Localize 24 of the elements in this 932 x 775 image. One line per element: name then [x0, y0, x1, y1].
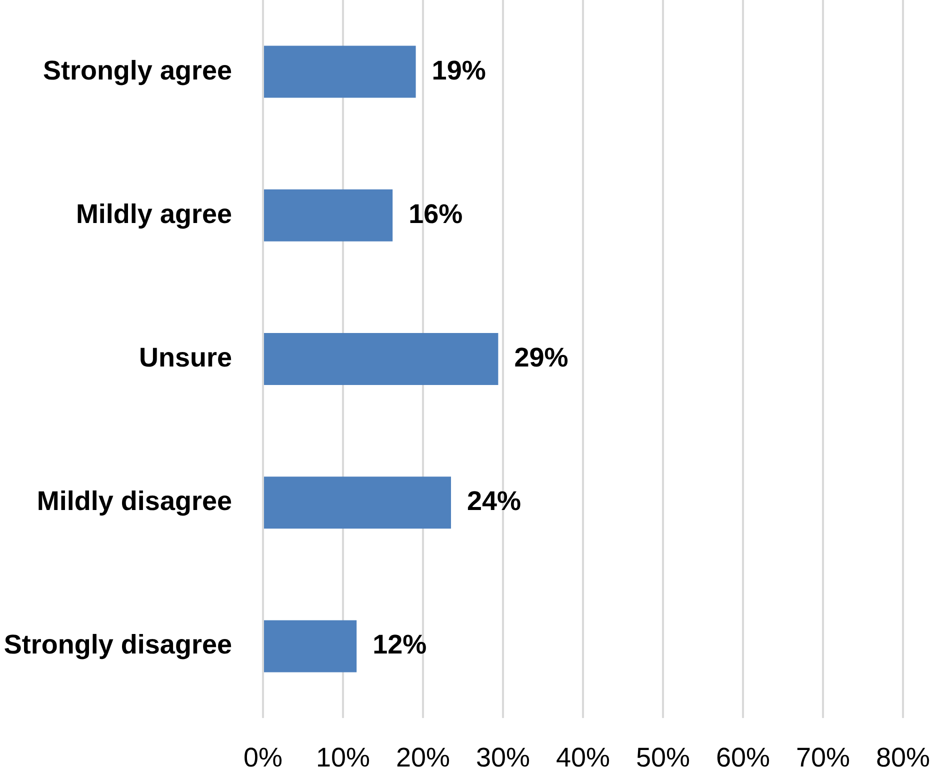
data-label: 16%	[408, 198, 463, 229]
bar	[264, 46, 416, 98]
x-tick-label: 10%	[316, 742, 370, 773]
data-label: 24%	[467, 486, 522, 516]
bar	[264, 189, 393, 242]
x-tick-label: 30%	[476, 742, 530, 773]
bar	[264, 333, 498, 385]
y-tick-label: Mildly agree	[76, 198, 232, 229]
bar	[264, 476, 451, 529]
bar	[264, 620, 357, 672]
y-tick-label: Unsure	[138, 342, 232, 372]
y-tick-label: Strongly agree	[42, 55, 232, 86]
x-tick-label: 60%	[716, 742, 770, 773]
x-tick-label: 50%	[636, 742, 690, 773]
x-tick-label: 40%	[556, 742, 610, 773]
y-tick-label: Strongly disagree	[4, 630, 232, 660]
x-tick-label: 20%	[396, 742, 450, 773]
data-label: 29%	[514, 342, 568, 372]
x-tick-label: 0%	[243, 742, 283, 773]
x-tick-label: 80%	[876, 742, 930, 773]
x-tick-label: 70%	[796, 742, 850, 773]
data-label: 12%	[372, 630, 427, 660]
data-label: 19%	[432, 55, 486, 86]
y-tick-label: Mildly disagree	[36, 486, 232, 516]
